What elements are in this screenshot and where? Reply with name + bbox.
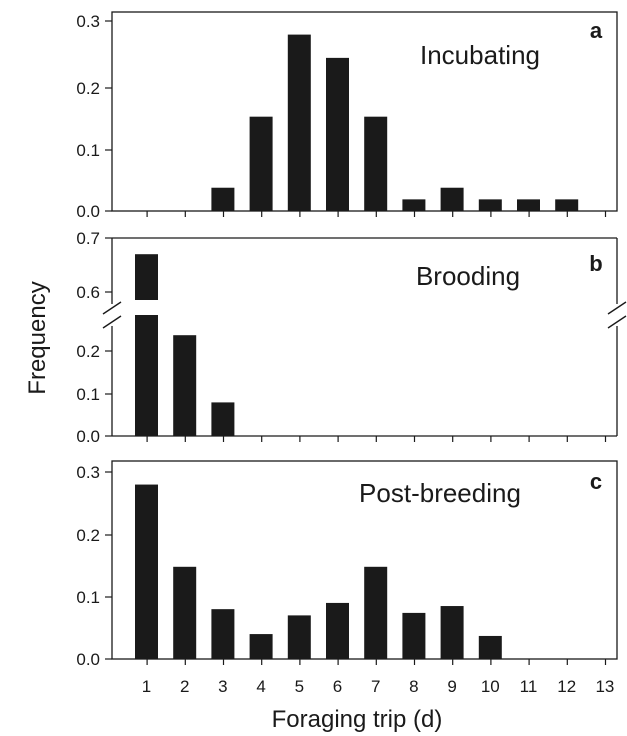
x-tick-label: 7	[371, 677, 380, 696]
panel-letter: b	[589, 251, 602, 276]
bar	[326, 602, 349, 659]
bar	[478, 199, 502, 211]
bar	[249, 116, 273, 211]
bar	[211, 187, 235, 211]
bar	[135, 484, 158, 659]
y-tick-label: 0.1	[76, 141, 100, 160]
panel-a: 0.0 0.1 0.2 0.3 Incubating a	[76, 11, 618, 221]
bar	[287, 615, 311, 659]
bar	[402, 612, 426, 659]
axis-break-mark	[607, 301, 627, 315]
panel-letter: a	[590, 18, 603, 43]
y-tick-label: 0.1	[76, 385, 100, 404]
bar	[555, 199, 579, 211]
bar	[440, 606, 464, 659]
bar	[440, 187, 464, 211]
axis-break-mark	[102, 301, 122, 315]
bar	[478, 635, 502, 659]
axis-break-mark	[102, 315, 122, 329]
y-tick-label: 0.7	[76, 229, 100, 248]
y-tick-label: 0.1	[76, 588, 100, 607]
x-tick-label: 10	[481, 677, 500, 696]
y-tick-label: 0.0	[76, 650, 100, 669]
x-tick-label: 8	[409, 677, 418, 696]
x-tick-label: 6	[333, 677, 342, 696]
y-tick-label: 0.2	[76, 79, 100, 98]
bar	[173, 566, 197, 659]
panel-title: Post-breeding	[359, 478, 521, 508]
bar	[402, 199, 426, 211]
y-tick-label: 0.3	[76, 463, 100, 482]
y-tick-label: 0.0	[76, 202, 100, 221]
x-tick-label: 1	[142, 677, 151, 696]
x-tick-label: 13	[595, 677, 614, 696]
bar	[211, 402, 235, 436]
y-tick-label: 0.2	[76, 526, 100, 545]
x-axis-title: Foraging trip (d)	[272, 706, 443, 733]
y-axis-title: Frequency	[24, 281, 51, 394]
x-tick-label: 9	[447, 677, 456, 696]
bar	[249, 634, 273, 659]
x-tick-label: 5	[295, 677, 304, 696]
bar	[135, 254, 158, 300]
panel-title: Brooding	[416, 261, 520, 291]
bar	[287, 34, 311, 211]
x-tick-label: 2	[180, 677, 189, 696]
bar	[517, 199, 540, 211]
x-tick-label: 12	[557, 677, 576, 696]
bar	[173, 335, 197, 436]
y-tick-label: 0.2	[76, 342, 100, 361]
bar	[364, 116, 388, 211]
y-tick-label: 0.3	[76, 12, 100, 31]
y-tick-label: 0.0	[76, 427, 100, 446]
x-tick-label: 3	[218, 677, 227, 696]
panel-c: 0.0 0.1 0.2 0.3 Post-breeding c	[76, 460, 618, 669]
panel-b: 0.0 0.1 0.2 0.6 0.7 Brooding b	[76, 229, 627, 446]
x-tick-label: 4	[256, 677, 265, 696]
bar	[135, 315, 158, 436]
axis-break-mark	[607, 315, 627, 329]
panel-title: Incubating	[420, 40, 540, 70]
bar	[364, 566, 388, 659]
x-tick-label: 11	[520, 677, 538, 696]
y-tick-label: 0.6	[76, 283, 100, 302]
bar	[326, 57, 349, 211]
bar	[211, 609, 235, 659]
panel-letter: c	[590, 469, 602, 494]
